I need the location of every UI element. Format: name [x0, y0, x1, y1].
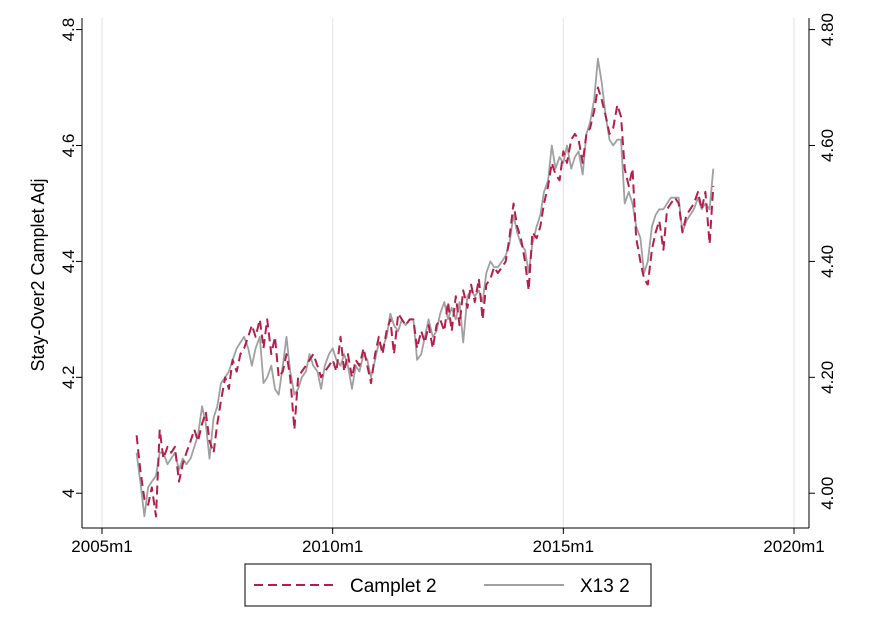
y-axis-title: Stay-Over2 Camplet Adj	[28, 178, 48, 371]
y-left-tick-label: 4.6	[59, 134, 78, 158]
y-left-tick-label: 4.8	[59, 18, 78, 42]
y-left-tick-label: 4.4	[59, 250, 78, 274]
y-right-tick-label: 4.20	[818, 361, 837, 394]
y-right-tick-label: 4.80	[818, 13, 837, 46]
series-line-camplet-2	[135, 86, 715, 518]
y-left-tick-label: 4.2	[59, 365, 78, 389]
legend: Camplet 2 X13 2	[244, 563, 652, 607]
y-right-tick-label: 4.60	[818, 129, 837, 162]
y-right-tick-label: 4.40	[818, 245, 837, 278]
series-line-x13-2	[135, 57, 715, 518]
x-tick-label: 2015m1	[533, 537, 594, 556]
y-left-tick-label: 4	[59, 488, 78, 497]
x-tick-label: 2020m1	[763, 537, 824, 556]
series-layer	[135, 57, 715, 518]
grid	[101, 18, 795, 528]
axes: 2005m1 2010m1 2015m1 2020m1 4 4.00 4.2 4.20 4.4 4…	[59, 13, 837, 556]
x-tick-label: 2005m1	[71, 537, 132, 556]
x-tick-label: 2010m1	[302, 537, 363, 556]
y-right-tick-label: 4.00	[818, 477, 837, 510]
legend-label: X13 2	[580, 576, 630, 597]
legend-label: Camplet 2	[350, 576, 437, 597]
